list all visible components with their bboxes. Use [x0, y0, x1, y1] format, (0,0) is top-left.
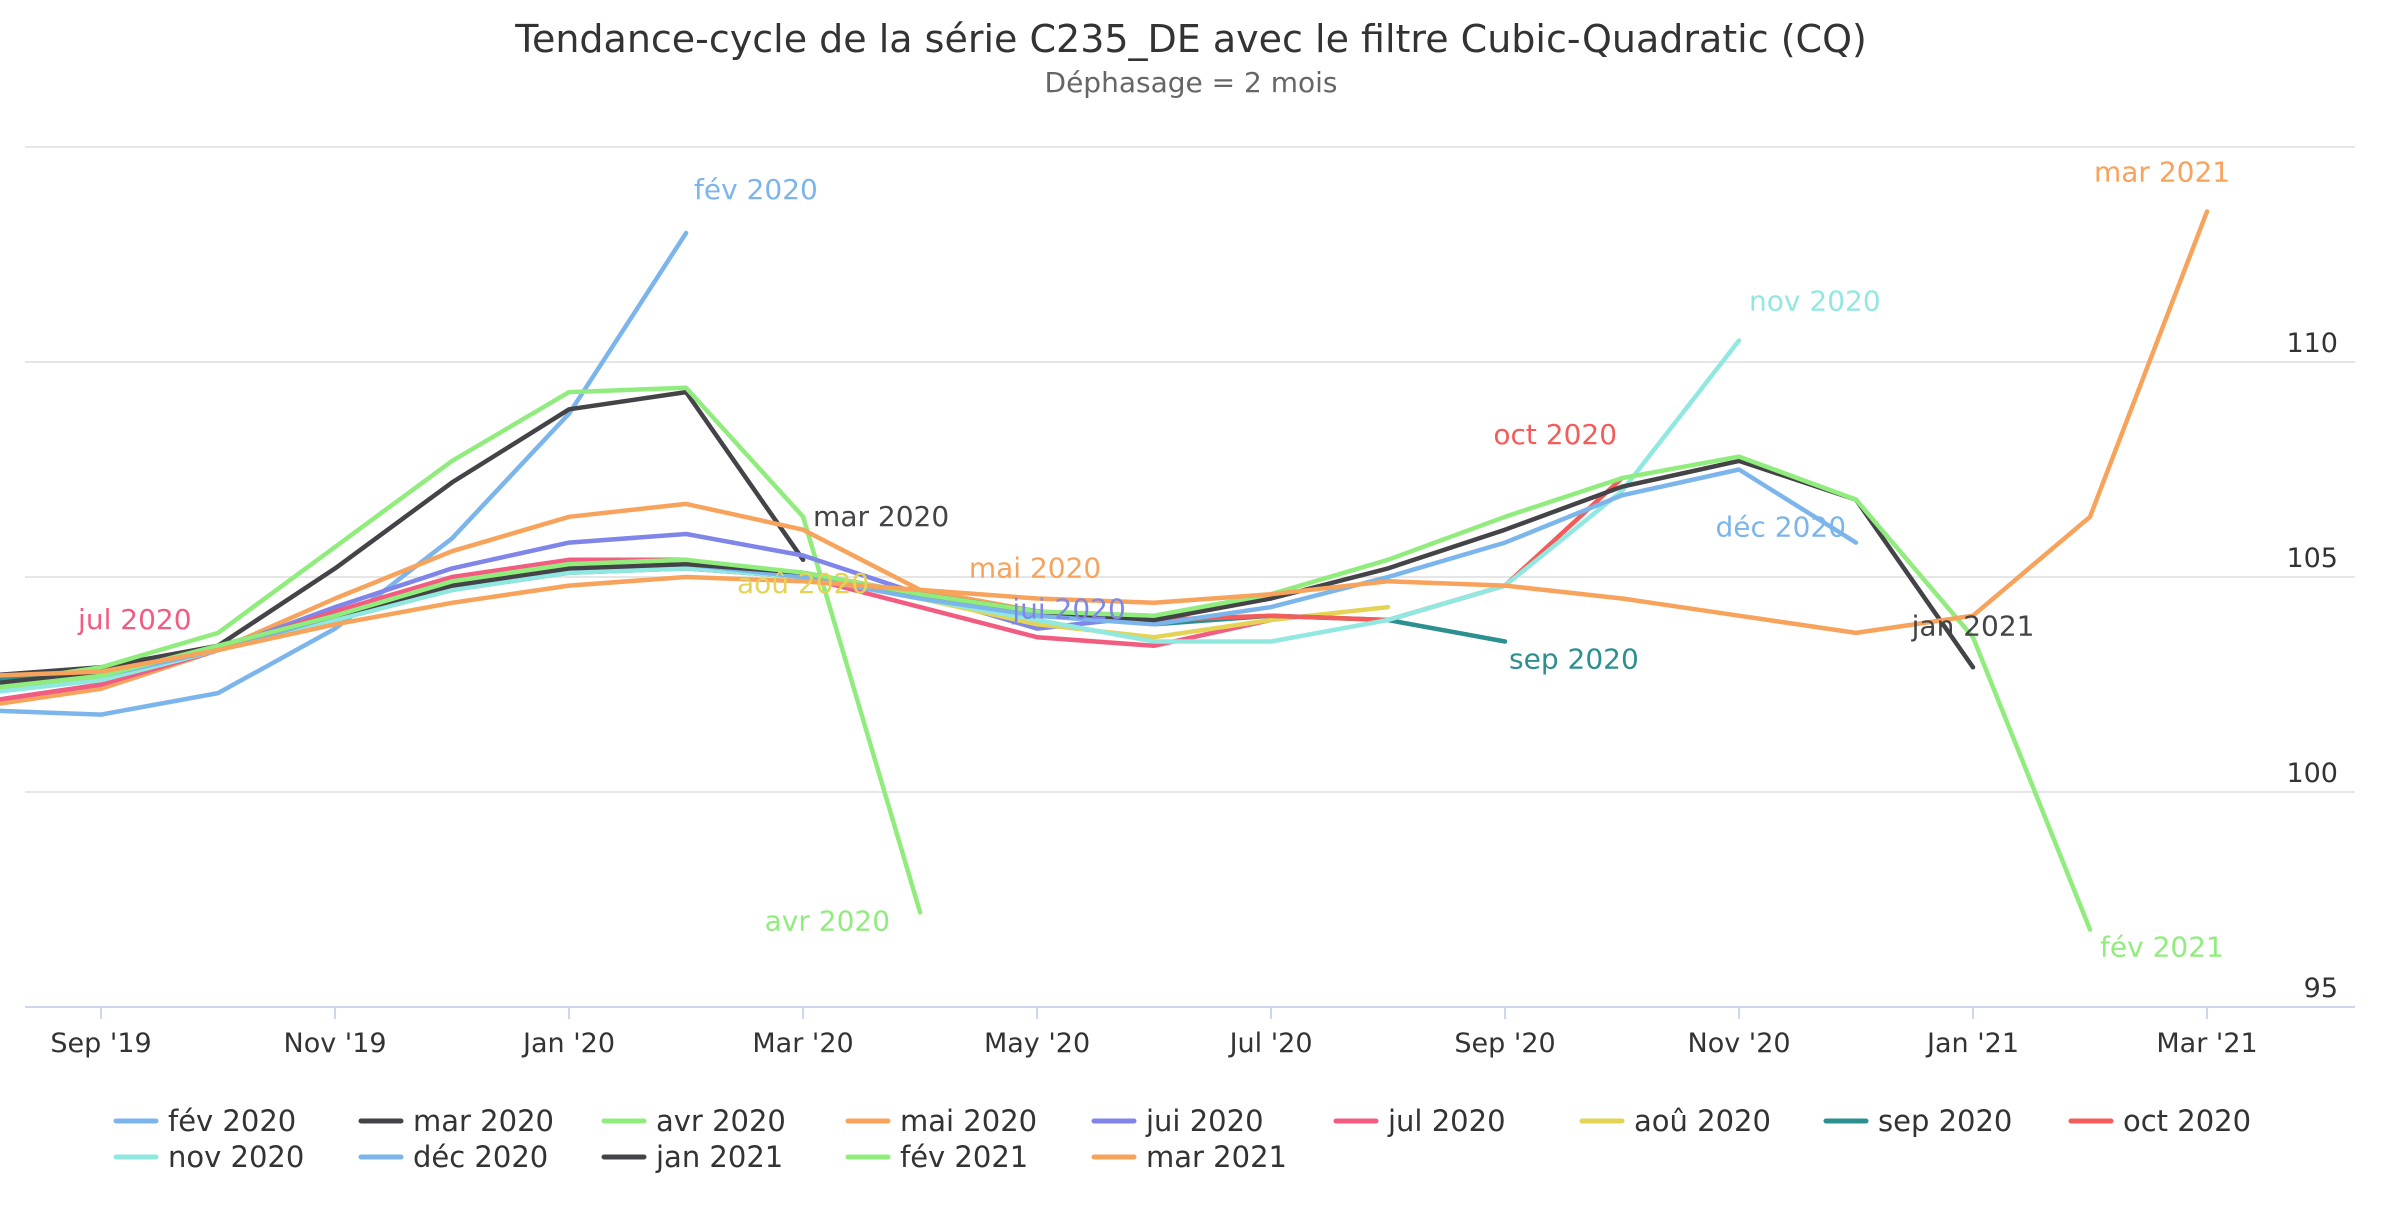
end-label-dec-2020: déc 2020	[1715, 511, 1846, 544]
legend-item-avr-2020[interactable]: avr 2020	[601, 1104, 786, 1138]
end-label-fev-2021: fév 2021	[2100, 931, 2224, 964]
legend-item-jui-2020[interactable]: jui 2020	[1091, 1104, 1264, 1138]
legend-label: oct 2020	[2123, 1104, 2251, 1138]
x-tick-label: Sep '19	[50, 1028, 151, 1059]
y-tick-label: 110	[2286, 328, 2338, 359]
legend-label: mai 2020	[900, 1104, 1037, 1138]
end-label-avr-2020: avr 2020	[765, 904, 890, 937]
end-label-nov-2020: nov 2020	[1749, 285, 1881, 318]
series-lines	[0, 209, 2210, 932]
legend-label: fév 2021	[900, 1140, 1028, 1174]
legend-item-mar-2021[interactable]: mar 2021	[1091, 1140, 1287, 1174]
end-label-aou-2020: aoû 2020	[737, 567, 869, 600]
x-tick-label: Mar '21	[2156, 1028, 2257, 1059]
legend-item-mar-2020[interactable]: mar 2020	[358, 1104, 554, 1138]
y-tick-label: 105	[2286, 543, 2338, 574]
series-line-fev-2021	[0, 454, 2093, 932]
legend-item-fev-2020[interactable]: fév 2020	[113, 1104, 296, 1138]
legend-item-jul-2020[interactable]: jul 2020	[1333, 1104, 1506, 1138]
legend-label: nov 2020	[168, 1140, 304, 1174]
legend-item-sep-2020[interactable]: sep 2020	[1823, 1104, 2012, 1138]
legend-label: jan 2021	[655, 1140, 783, 1174]
legend-label: sep 2020	[1878, 1104, 2012, 1138]
end-label-mar-2021: mar 2021	[2094, 156, 2230, 189]
series-line-fev-2020	[0, 230, 689, 717]
y-tick-label: 100	[2286, 758, 2338, 789]
legend-item-mai-2020[interactable]: mai 2020	[845, 1104, 1037, 1138]
legend: fév 2020 mar 2020 avr 2020 mai 2020 jui 2020…	[113, 1104, 2251, 1174]
x-tick-label: Nov '19	[284, 1028, 387, 1059]
x-tick-label: Sep '20	[1454, 1028, 1555, 1059]
end-label-oct-2020: oct 2020	[1493, 418, 1617, 451]
legend-label: avr 2020	[656, 1104, 786, 1138]
chart-subtitle: Déphasage = 2 mois	[1045, 66, 1338, 99]
legend-label: déc 2020	[413, 1140, 548, 1174]
y-tick-label: 95	[2304, 973, 2338, 1004]
x-tick-label: Jan '21	[1925, 1028, 2019, 1059]
legend-label: jui 2020	[1145, 1104, 1264, 1138]
legend-item-dec-2020[interactable]: déc 2020	[358, 1140, 548, 1174]
series-line-aou-2020	[0, 566, 1391, 690]
gridlines	[25, 146, 2355, 1008]
legend-label: aoû 2020	[1634, 1104, 1771, 1138]
legend-item-aou-2020[interactable]: aoû 2020	[1579, 1104, 1771, 1138]
legend-item-oct-2020[interactable]: oct 2020	[2068, 1104, 2251, 1138]
series-end-labels: fév 2020 mar 2020 avr 2020 mai 2020 jui 2020…	[77, 156, 2230, 964]
x-tick-label: Mar '20	[752, 1028, 853, 1059]
end-label-fev-2020: fév 2020	[694, 173, 818, 206]
legend-item-nov-2020[interactable]: nov 2020	[113, 1140, 304, 1174]
end-label-sep-2020: sep 2020	[1509, 643, 1639, 676]
end-label-jan-2021: jan 2021	[1911, 609, 2035, 642]
x-tick-label: Jul '20	[1228, 1028, 1313, 1059]
x-tick-label: May '20	[984, 1028, 1090, 1059]
legend-item-fev-2021[interactable]: fév 2021	[845, 1140, 1028, 1174]
legend-item-jan-2021[interactable]: jan 2021	[601, 1140, 783, 1174]
legend-label: jul 2020	[1387, 1104, 1506, 1138]
legend-label: mar 2021	[1146, 1140, 1287, 1174]
end-label-mai-2020: mai 2020	[969, 551, 1101, 584]
end-label-jul-2020: jul 2020	[77, 603, 191, 636]
x-tick-label: Jan '20	[521, 1028, 615, 1059]
legend-label: fév 2020	[168, 1104, 296, 1138]
series-line-mar-2021	[0, 209, 2210, 678]
end-label-jui-2020: jui 2020	[1011, 593, 1125, 626]
end-label-mar-2020: mar 2020	[813, 500, 949, 533]
series-line-avr-2020	[0, 385, 923, 915]
chart-title: Tendance-cycle de la série C235_DE avec …	[514, 17, 1867, 61]
axes: 95 100 105 110 Sep '19 Nov '19 Jan '20 Mar '20 M…	[25, 328, 2355, 1059]
x-tick-label: Nov '20	[1688, 1028, 1791, 1059]
legend-label: mar 2020	[413, 1104, 554, 1138]
